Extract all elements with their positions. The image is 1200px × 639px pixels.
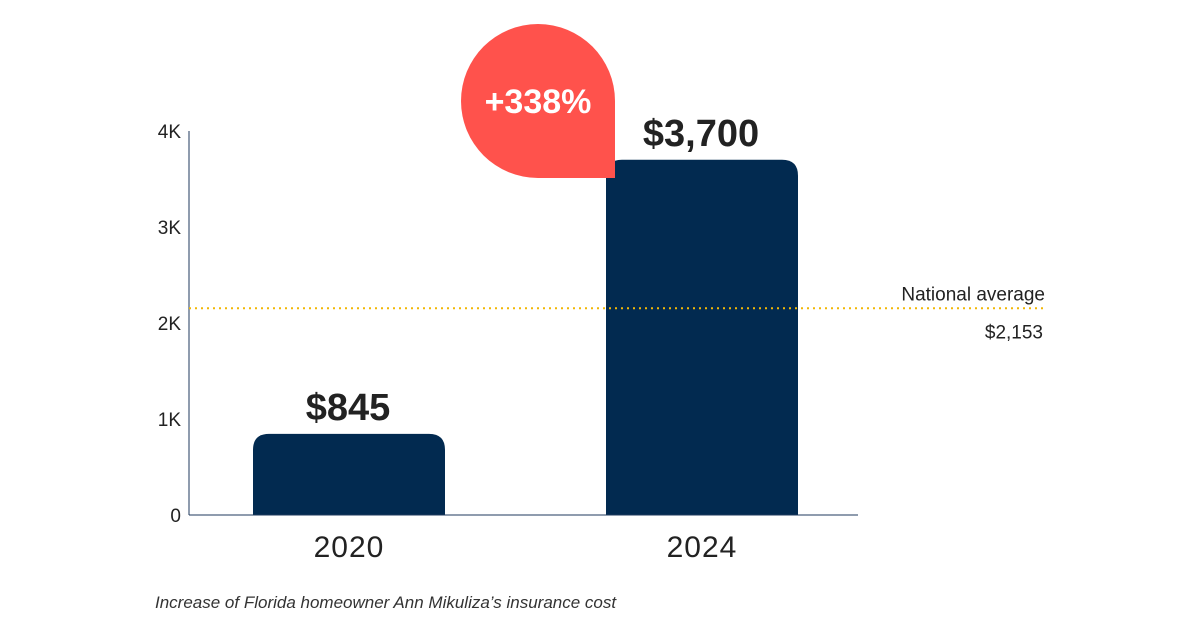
y-tick-label: 2K: [158, 314, 182, 335]
percent-increase-label: +338%: [485, 83, 592, 121]
bar-value-label: $845: [306, 387, 391, 429]
y-axis-ticks: 0 1K 2K 3K 4K: [158, 122, 182, 527]
y-tick-label: 3K: [158, 218, 182, 239]
badge-bubble: [461, 24, 615, 178]
x-tick-label: 2020: [314, 531, 385, 564]
y-tick-label: 1K: [158, 410, 182, 431]
x-axis-labels: 2020 2024: [314, 531, 738, 564]
percent-increase-badge: +338%: [461, 24, 615, 178]
y-tick-label: 4K: [158, 122, 182, 143]
bar-value-labels: $845 $3,700: [306, 113, 759, 429]
bar-value-label: $3,700: [643, 113, 759, 155]
x-tick-label: 2024: [667, 531, 738, 564]
bar-2024: [606, 159, 798, 516]
national-average-label: National average: [901, 284, 1045, 305]
chart-caption: Increase of Florida homeowner Ann Mikuli…: [155, 593, 617, 612]
national-average-value: $2,153: [985, 322, 1043, 343]
y-tick-label: 0: [170, 506, 181, 527]
bars: [253, 159, 798, 516]
bar-2020: [253, 433, 445, 515]
